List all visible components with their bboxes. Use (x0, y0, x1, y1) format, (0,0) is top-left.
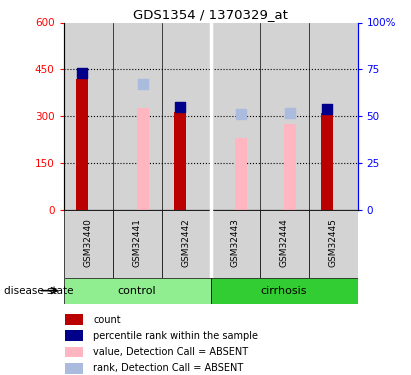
Bar (260, 22, 309, 210)
Bar (64, 22, 113, 210)
Text: disease state: disease state (4, 286, 74, 296)
Bar (64, 210, 113, 278)
Text: percentile rank within the sample: percentile rank within the sample (93, 331, 258, 341)
Bar (65, 314, 83, 325)
Text: control: control (118, 286, 157, 296)
Bar (210, 278, 358, 304)
Bar (65, 330, 83, 341)
Point (79, 70, 85, 76)
Point (287, 110, 293, 116)
Text: GSM32442: GSM32442 (182, 218, 191, 267)
Bar (174, 112, 187, 210)
Bar (162, 22, 211, 210)
Point (140, 81, 146, 87)
Point (324, 106, 330, 112)
Bar (64, 278, 210, 304)
Point (177, 104, 184, 110)
Bar (211, 22, 260, 210)
Bar (137, 108, 149, 210)
Bar (211, 210, 260, 278)
Text: GSM32441: GSM32441 (133, 218, 142, 267)
Text: GSM32440: GSM32440 (84, 218, 93, 267)
Text: rank, Detection Call = ABSENT: rank, Detection Call = ABSENT (93, 363, 243, 373)
Bar (113, 210, 162, 278)
Text: cirrhosis: cirrhosis (261, 286, 307, 296)
Bar (76, 79, 88, 210)
Text: count: count (93, 315, 121, 325)
Bar (162, 210, 211, 278)
Bar (113, 22, 162, 210)
Bar (309, 210, 358, 278)
Bar (65, 363, 83, 374)
Title: GDS1354 / 1370329_at: GDS1354 / 1370329_at (133, 8, 288, 21)
Bar (235, 138, 247, 210)
Text: GSM32445: GSM32445 (328, 218, 337, 267)
Bar (309, 22, 358, 210)
Text: GSM32444: GSM32444 (279, 218, 289, 267)
Bar (260, 210, 309, 278)
Bar (65, 346, 83, 357)
Bar (321, 113, 333, 210)
Bar (284, 124, 296, 210)
Point (238, 111, 244, 117)
Text: value, Detection Call = ABSENT: value, Detection Call = ABSENT (93, 347, 248, 357)
Text: GSM32443: GSM32443 (231, 218, 240, 267)
